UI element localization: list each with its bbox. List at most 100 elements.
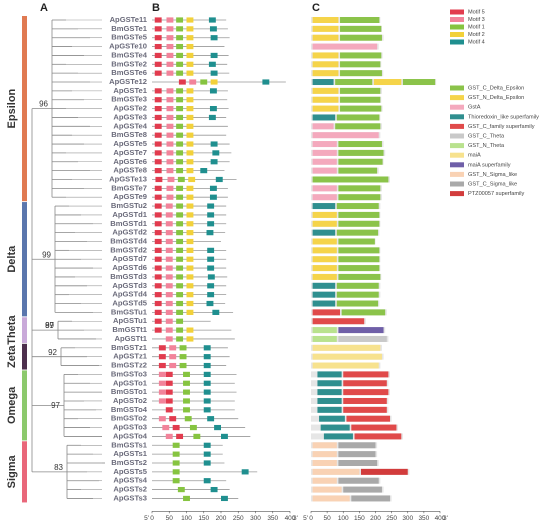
motif — [155, 176, 163, 183]
motif — [176, 26, 184, 32]
domain — [312, 52, 339, 59]
gene-name: BmGSTu1 — [111, 307, 148, 316]
gene-name: ApGSTd5 — [112, 299, 147, 308]
motif — [176, 203, 184, 209]
gene-name: ApGSTs2 — [113, 485, 147, 494]
domain — [312, 141, 337, 148]
motif — [186, 230, 194, 236]
motif — [193, 433, 201, 440]
motif — [241, 469, 249, 475]
bootstrap-label: 96 — [39, 100, 48, 109]
domain — [346, 415, 391, 422]
domain — [312, 203, 336, 210]
motif — [210, 35, 218, 41]
motif — [154, 114, 162, 121]
motif — [186, 114, 194, 121]
legend-swatch — [450, 123, 464, 129]
tick-label: 350 — [418, 515, 429, 522]
motif — [169, 416, 177, 422]
domain — [312, 194, 337, 201]
legend-label: Motif 3 — [468, 17, 485, 23]
tick-label: 300 — [402, 515, 413, 522]
motif — [186, 327, 194, 333]
gene-name: ApGSTs5 — [113, 467, 147, 476]
motif — [206, 300, 214, 307]
gene-name: ApGSTd7 — [112, 254, 147, 263]
motif — [207, 212, 215, 218]
gene-name: BmGSTe6 — [111, 68, 147, 77]
motif — [172, 424, 180, 431]
group-bar — [22, 343, 27, 370]
motif — [186, 52, 194, 59]
domain — [312, 353, 382, 360]
domain — [312, 291, 336, 298]
domain — [312, 70, 339, 77]
motif — [208, 114, 216, 121]
motif — [186, 132, 194, 138]
motif — [262, 79, 270, 85]
gene-name: BmGSTz1 — [111, 343, 148, 352]
domain — [340, 105, 382, 112]
motif — [176, 88, 184, 94]
domain — [312, 61, 339, 68]
legend-swatch — [450, 191, 464, 197]
tick-label: 200 — [370, 515, 381, 522]
bootstrap-label: 99 — [45, 321, 54, 330]
motif — [166, 159, 174, 165]
domain — [343, 389, 389, 396]
domain — [338, 335, 387, 342]
motif — [176, 114, 184, 121]
domain — [312, 211, 337, 218]
motif — [169, 362, 177, 369]
domain — [338, 158, 383, 165]
motif — [154, 327, 162, 333]
bootstrap-label: 87 — [45, 321, 54, 330]
motif — [154, 26, 162, 32]
gene-name: BmGSTo3 — [111, 369, 147, 378]
tick-label: 250 — [386, 515, 397, 522]
tick-label: 300 — [250, 515, 261, 522]
motif — [186, 292, 194, 298]
domain — [340, 52, 382, 59]
motif — [176, 300, 184, 307]
gene-name: BmGSTs1 — [111, 440, 148, 449]
domain — [317, 380, 342, 387]
domain — [338, 460, 378, 466]
gene-name: ApGSTe13 — [109, 174, 147, 183]
motif — [183, 407, 190, 413]
domain — [317, 371, 342, 378]
legend-swatch — [450, 104, 464, 110]
motif — [209, 88, 217, 94]
domain — [340, 61, 381, 68]
legend-label: Motif 1 — [468, 24, 485, 30]
gene-name: ApGSTo4 — [113, 431, 148, 440]
motif — [154, 141, 162, 147]
domain — [312, 158, 337, 165]
motif — [154, 203, 162, 209]
motif — [210, 79, 218, 85]
group-bar — [22, 202, 27, 317]
motif — [207, 256, 215, 262]
gene-name: BmGSTd3 — [110, 272, 147, 281]
domain — [312, 318, 365, 325]
motif — [154, 300, 162, 307]
motif — [154, 283, 162, 289]
motif — [176, 132, 184, 138]
gene-name: BmGSTe5 — [111, 33, 148, 42]
gene-name: ApGSTe6 — [113, 157, 147, 166]
domain — [338, 185, 381, 192]
domain — [312, 176, 389, 183]
axis-end-label: 5' — [144, 515, 149, 522]
motif — [203, 442, 211, 448]
motif — [176, 336, 184, 342]
gene-name: ApGSTo2 — [113, 396, 147, 405]
motif — [165, 212, 173, 218]
axis-end-label: 3' — [293, 515, 298, 522]
motif — [166, 26, 174, 32]
motif — [165, 221, 173, 227]
motif — [166, 168, 174, 174]
panel-label: C — [312, 2, 320, 14]
domain — [343, 397, 387, 404]
domain — [312, 79, 334, 86]
domain — [312, 468, 360, 475]
